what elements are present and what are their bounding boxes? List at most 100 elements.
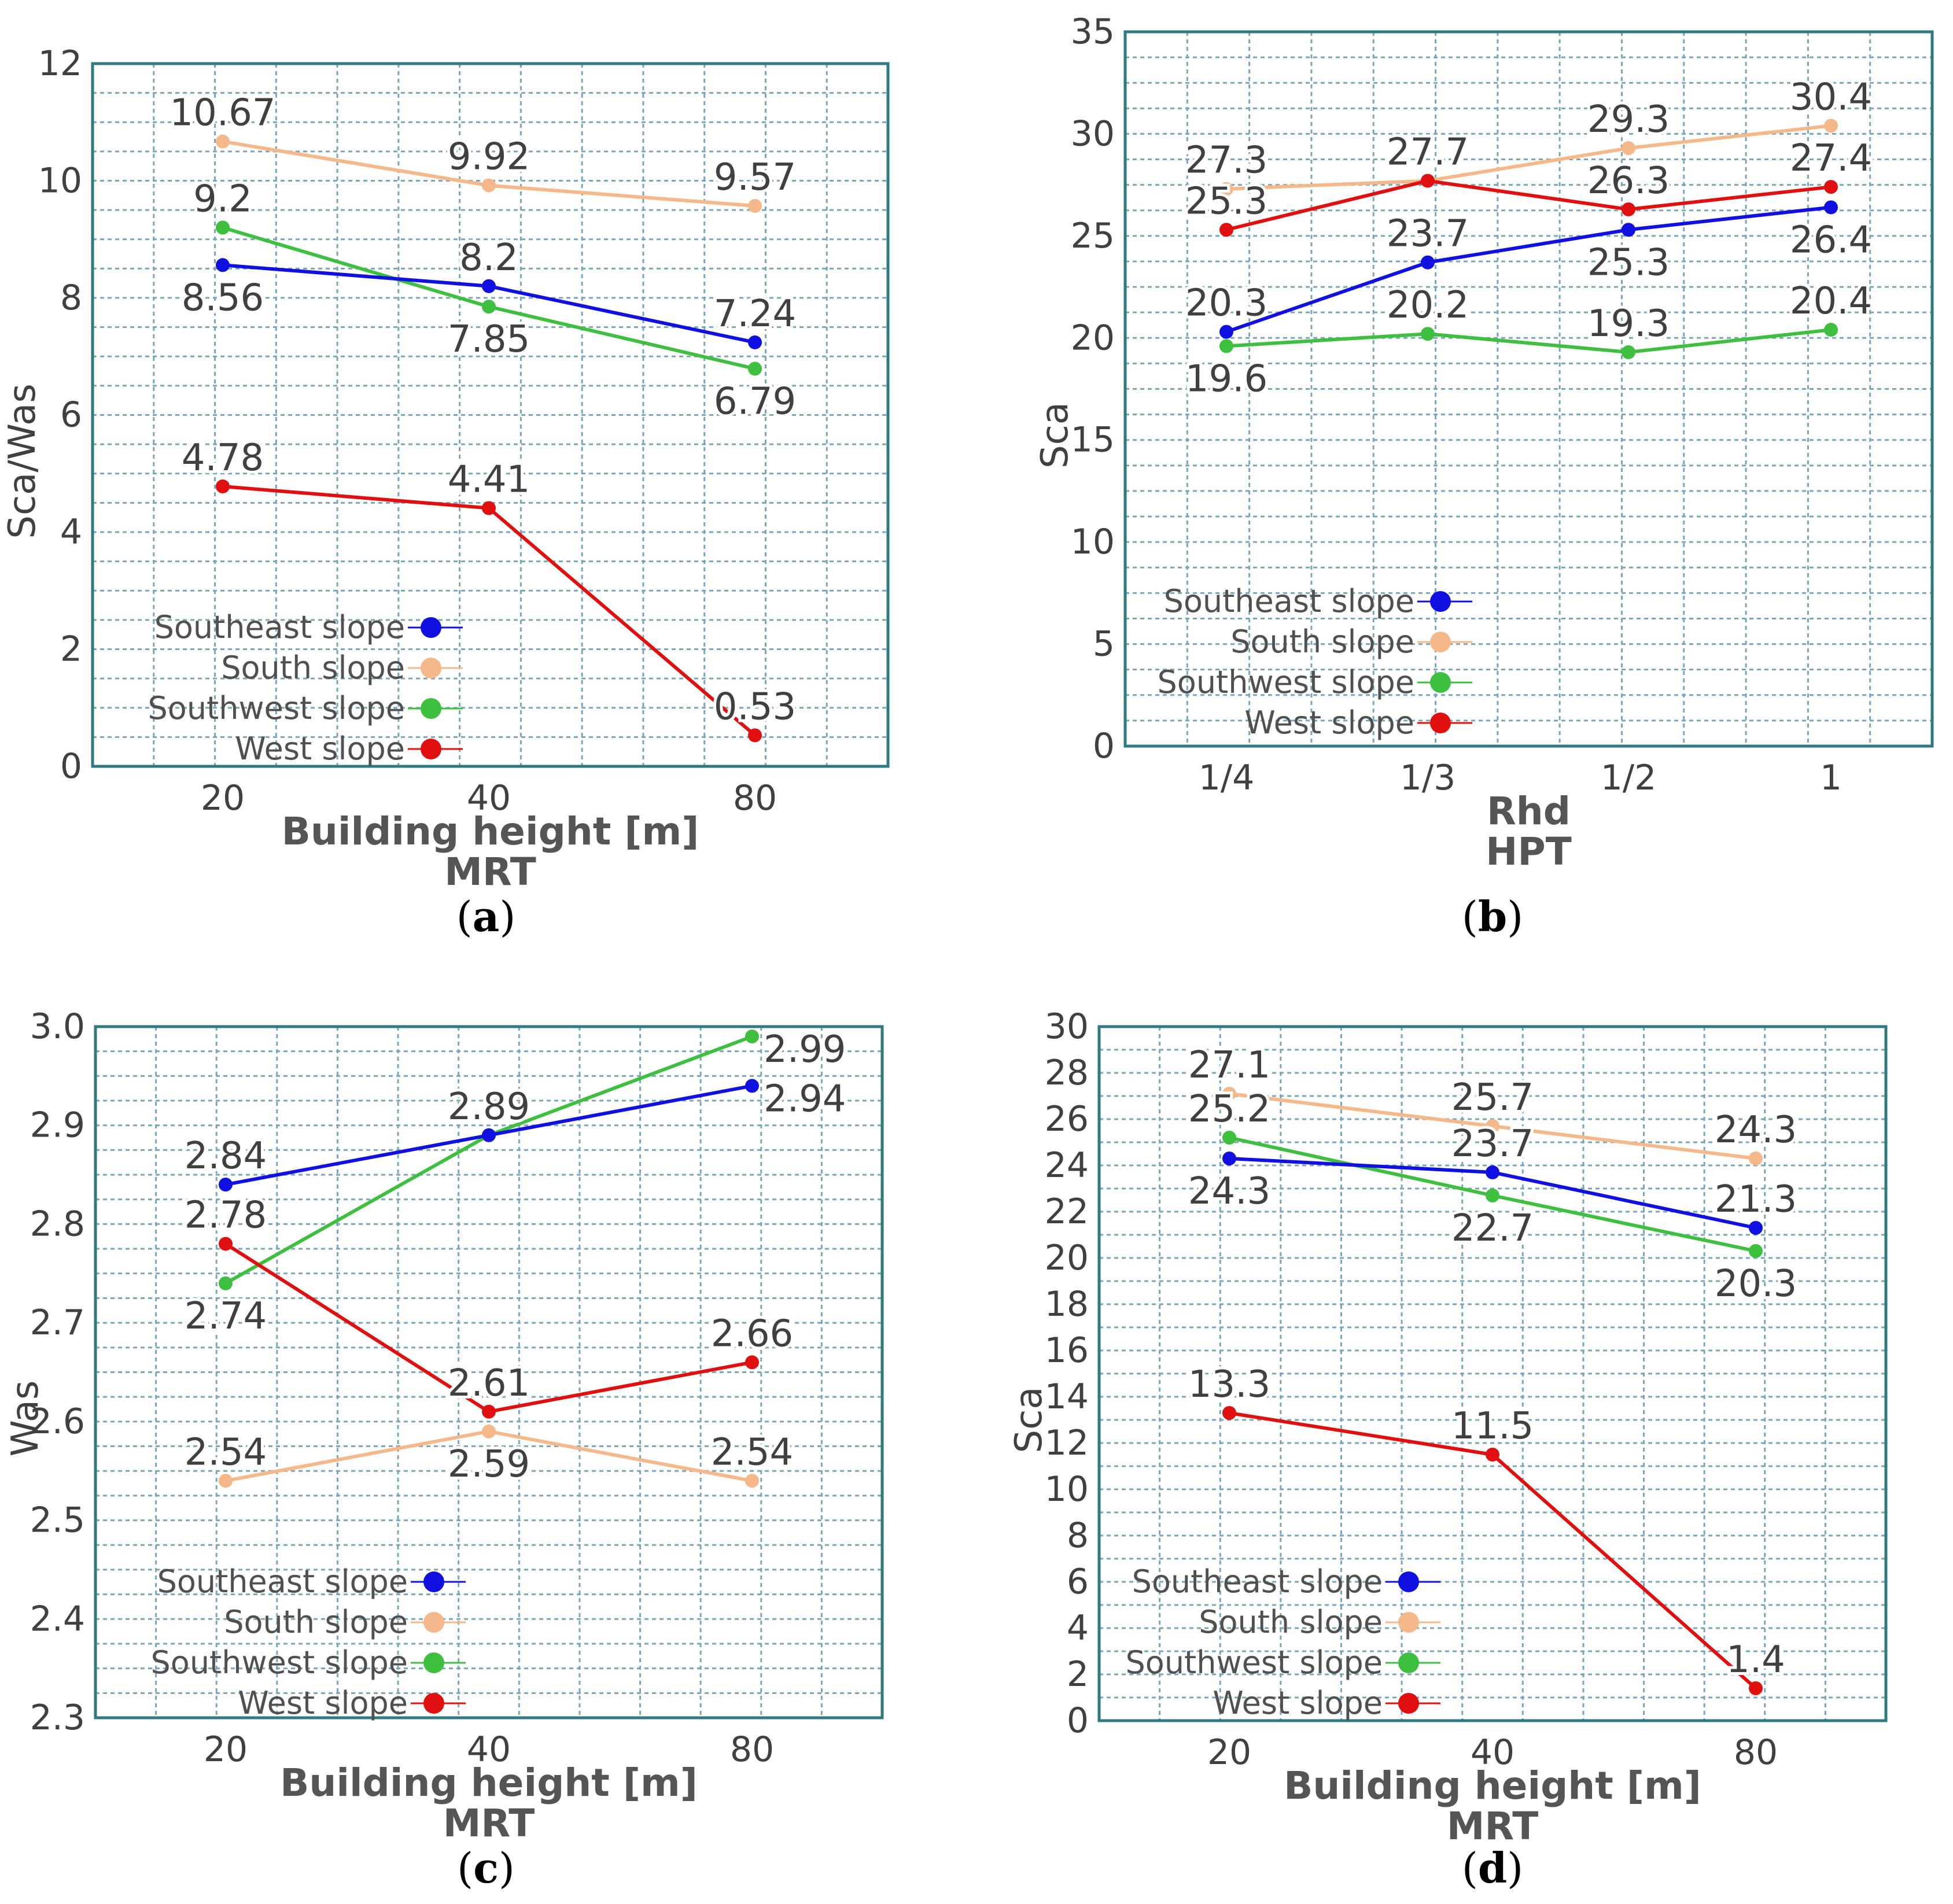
legend-marker [421, 739, 441, 759]
x-tick-label: 20 [201, 778, 245, 818]
x-tick-label: 1/4 [1199, 758, 1255, 798]
data-label: 22.7 [1451, 1207, 1534, 1250]
y-tick-label: 8 [60, 278, 82, 318]
data-label: 20.4 [1790, 280, 1873, 323]
data-label: 9.2 [193, 178, 252, 221]
y-tick-label: 0 [1067, 1700, 1089, 1741]
y-axis-title: Sca/Was [1, 383, 44, 538]
legend-label: West slope [1213, 1685, 1383, 1721]
y-tick-label: 8 [1067, 1515, 1089, 1556]
data-point [745, 1079, 759, 1093]
legend-marker [1430, 672, 1451, 693]
x-axis-subtitle: HPT [1486, 829, 1572, 874]
data-point [1749, 1244, 1763, 1258]
data-label: 25.3 [1185, 180, 1268, 223]
y-tick-label: 4 [1067, 1608, 1089, 1648]
panel-a-chart: 0 2 4 6 8 10 12 20 40 80 Sca/Was Building height [m… [1, 43, 890, 894]
data-label: 2.54 [711, 1431, 794, 1474]
legend-label: Southwest slope [148, 690, 405, 726]
x-axis-title: Rhd [1487, 789, 1571, 833]
y-tick-label: 10 [1071, 522, 1115, 562]
y-axis-title: Sca [1034, 402, 1077, 468]
plot-frame [1123, 30, 1934, 748]
data-point [748, 728, 762, 743]
data-point [1219, 182, 1233, 196]
data-label: 2.94 [764, 1078, 846, 1120]
y-axis-title: Sca [1008, 1386, 1051, 1453]
legend-marker [1430, 713, 1451, 733]
data-label: 2.61 [448, 1362, 530, 1405]
data-point [1219, 223, 1233, 237]
legend-marker [423, 1612, 444, 1633]
data-label: 7.85 [448, 318, 530, 361]
legend-label: Southwest slope [1158, 664, 1414, 700]
series-line [1226, 179, 1832, 232]
legend-marker [421, 658, 441, 678]
y-tick-label: 2.3 [30, 1698, 85, 1738]
data-point [482, 1128, 496, 1142]
legend-label: West slope [238, 1685, 408, 1721]
data-point [219, 1276, 233, 1290]
data-label: 4.41 [448, 458, 530, 501]
data-point [1219, 324, 1233, 339]
data-label: 25.2 [1188, 1088, 1271, 1131]
data-point [745, 1474, 759, 1488]
data-label: 25.3 [1587, 241, 1670, 284]
data-point [1622, 223, 1635, 237]
y-tick-label: 18 [1045, 1284, 1089, 1324]
y-tick-label: 2.5 [30, 1500, 85, 1541]
data-point [748, 335, 762, 349]
plot-frame [94, 1025, 884, 1719]
data-point [1222, 1131, 1236, 1145]
data-point [1622, 345, 1635, 359]
y-tick-label: 6 [1067, 1562, 1089, 1602]
data-point [1222, 1406, 1236, 1420]
data-point [216, 258, 230, 272]
data-label: 19.3 [1587, 302, 1670, 345]
data-point [216, 479, 230, 494]
y-tick-label: 2 [60, 629, 82, 670]
data-point [1222, 1152, 1236, 1165]
data-label: 2.78 [185, 1194, 267, 1237]
y-tick-label: 20 [1045, 1238, 1089, 1278]
y-tick-label: 20 [1071, 318, 1115, 358]
legend-label: South slope [221, 650, 405, 686]
data-label: 26.3 [1587, 160, 1670, 202]
y-tick-label: 12 [38, 43, 82, 84]
data-label: 2.99 [764, 1028, 846, 1071]
plot-frame [1097, 1025, 1888, 1722]
data-point [219, 1237, 233, 1251]
data-point [1622, 141, 1635, 156]
x-tick-label: 20 [204, 1729, 248, 1770]
y-tick-label: 12 [1045, 1423, 1089, 1463]
x-tick-label: 20 [1207, 1732, 1251, 1773]
x-tick-label: 80 [730, 1729, 774, 1770]
data-point [748, 361, 762, 376]
y-tick-label: 3.0 [30, 1006, 85, 1047]
data-label: 25.7 [1451, 1076, 1534, 1119]
y-tick-label: 5 [1093, 624, 1115, 665]
data-point [1486, 1165, 1499, 1179]
data-point [482, 1404, 496, 1419]
data-label: 1.4 [1726, 1639, 1785, 1681]
data-label: 24.3 [1715, 1109, 1797, 1152]
y-tick-label: 10 [1045, 1469, 1089, 1510]
data-point [216, 134, 230, 149]
data-point [1749, 1681, 1763, 1695]
data-point [1824, 323, 1838, 337]
data-label: 2.89 [448, 1086, 530, 1128]
x-axis-subtitle: MRT [443, 1801, 535, 1846]
data-point [1219, 339, 1233, 353]
data-label: 23.7 [1387, 213, 1469, 256]
legend-label: South slope [224, 1604, 408, 1640]
data-point [1421, 327, 1435, 341]
data-label: 2.74 [185, 1295, 267, 1338]
data-point [482, 300, 496, 314]
data-point [482, 1424, 496, 1438]
data-label: 10.67 [169, 92, 275, 135]
data-point [219, 1474, 233, 1488]
data-label: 27.7 [1387, 131, 1469, 174]
legend-label: Southwest slope [1126, 1644, 1383, 1681]
